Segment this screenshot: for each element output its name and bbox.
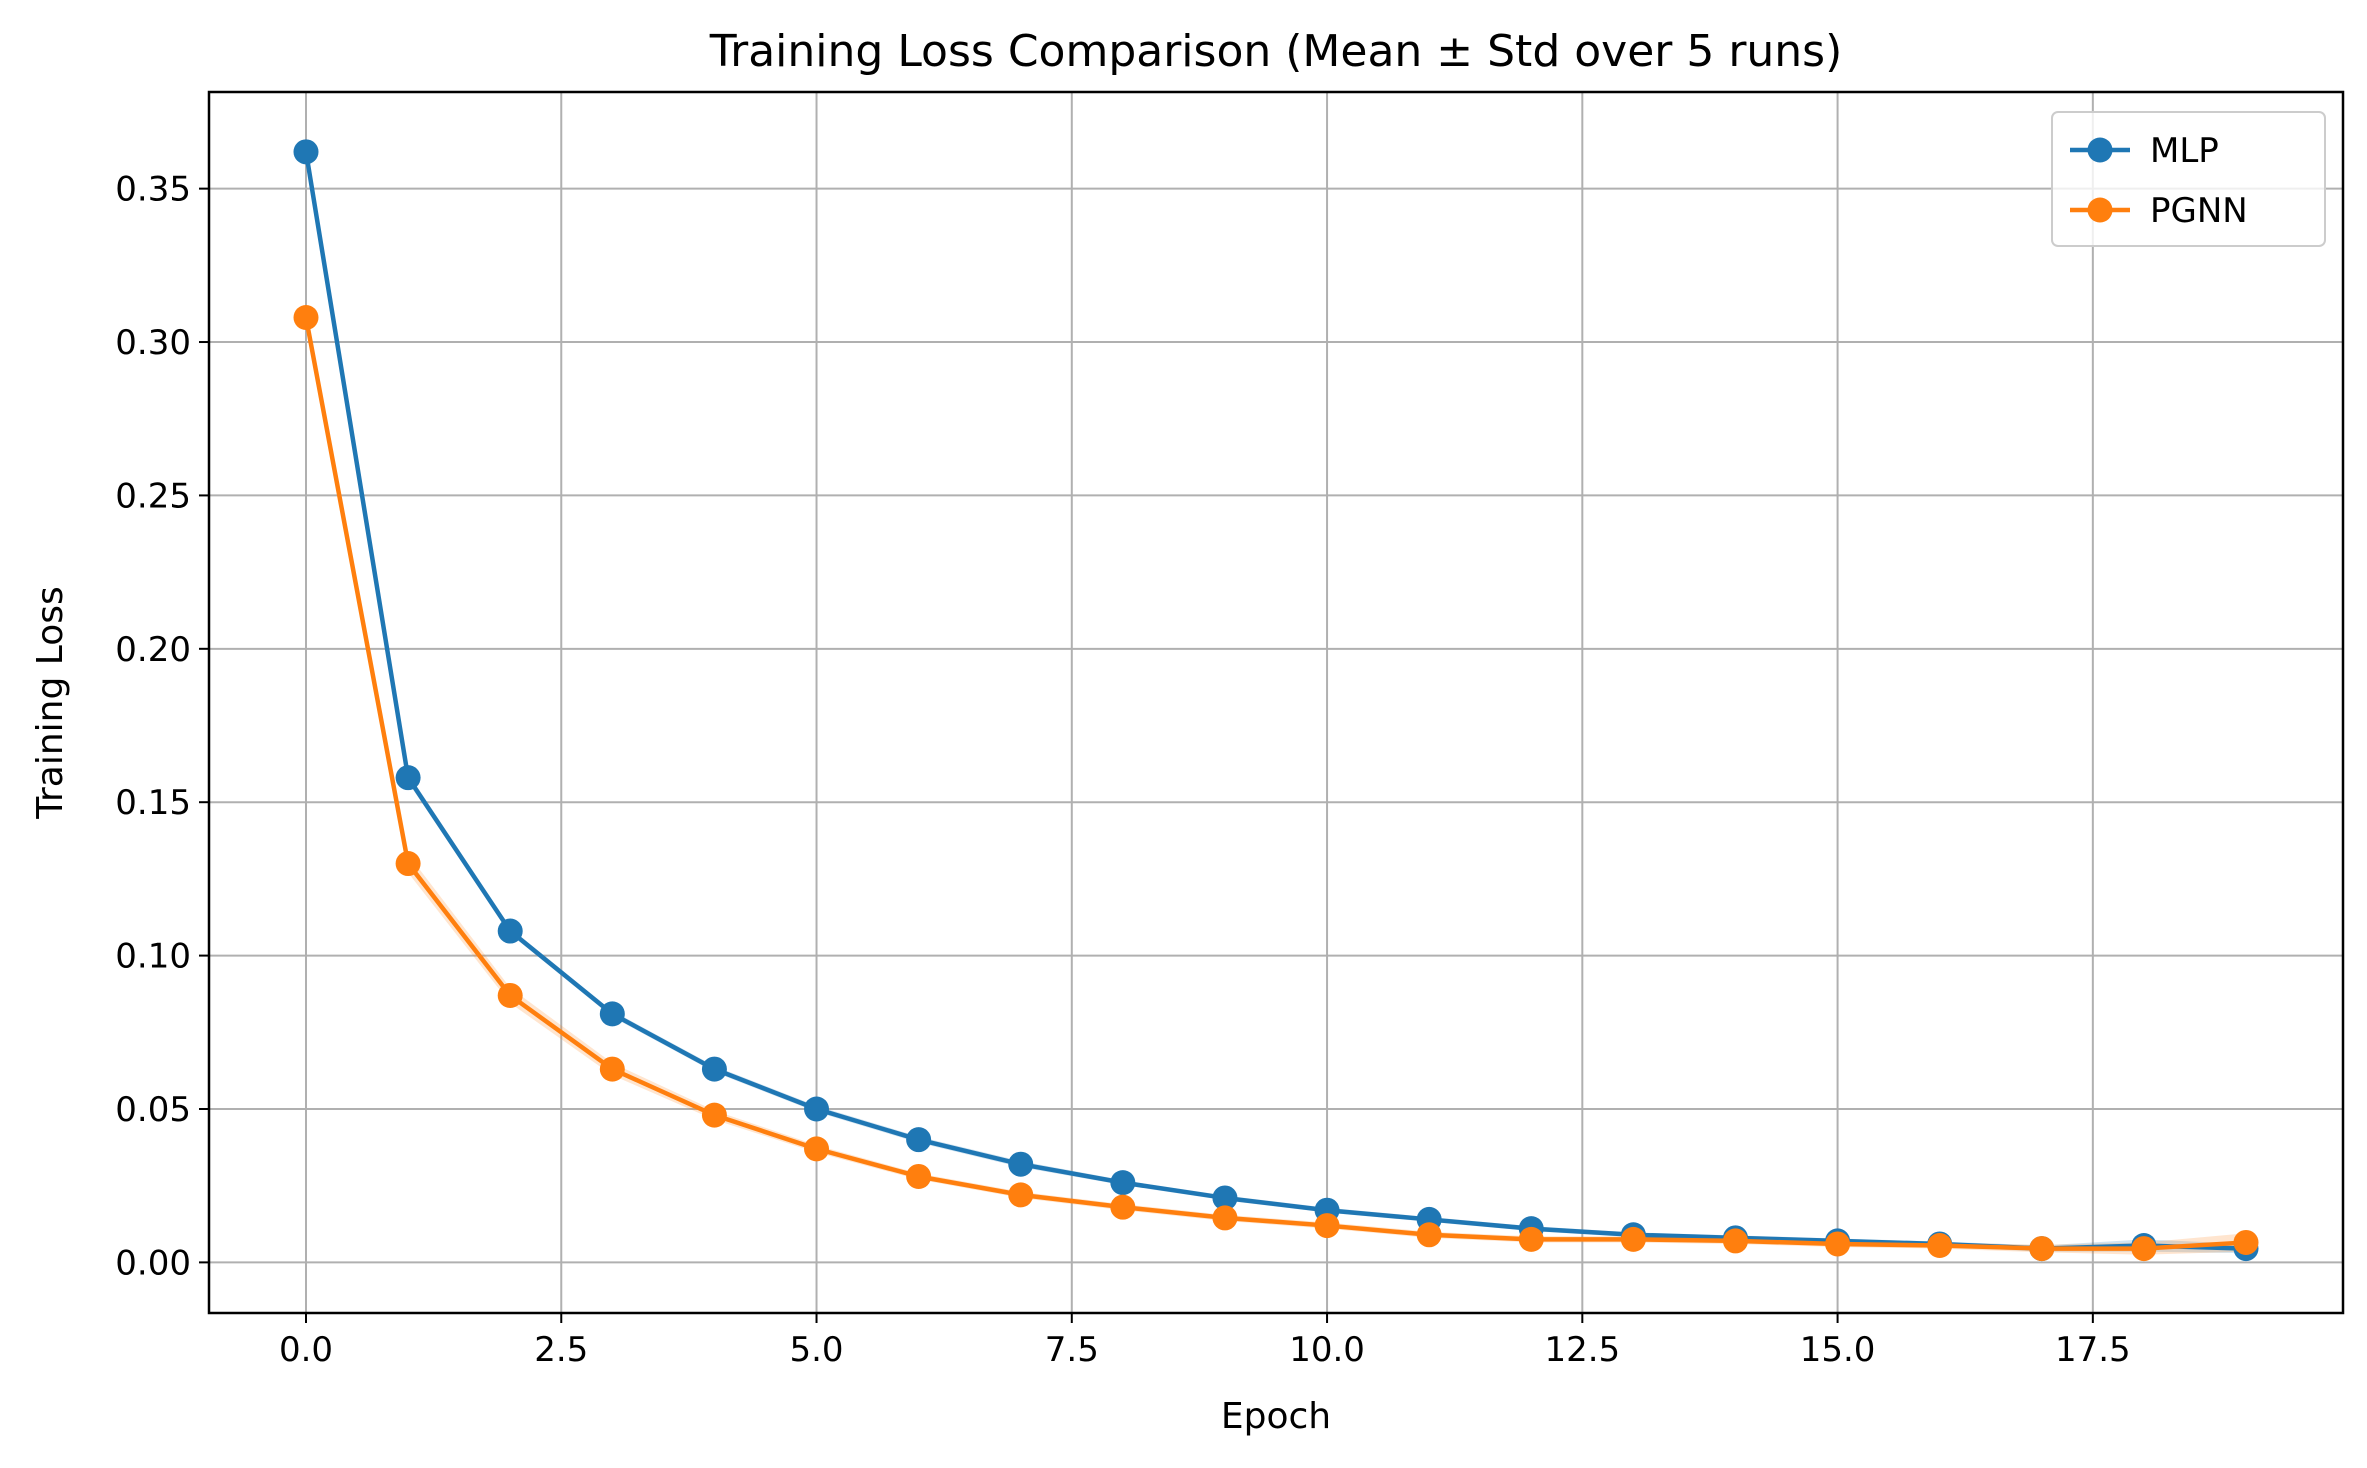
legend-mlp-label: MLP	[2150, 131, 2219, 171]
pgnn-point	[293, 304, 319, 330]
x-tick-label: 5.0	[789, 1330, 843, 1370]
pgnn-point	[1416, 1222, 1442, 1248]
pgnn-point	[395, 851, 421, 877]
grid	[209, 92, 2343, 1313]
pgnn-point	[804, 1136, 830, 1162]
y-axis-label: Training Loss	[30, 586, 71, 819]
y-tick-label: 0.15	[115, 783, 191, 823]
x-tick-label: 7.5	[1045, 1330, 1099, 1370]
x-tick-label: 17.5	[2055, 1330, 2131, 1370]
pgnn-point	[1110, 1194, 1136, 1220]
mlp-point	[1008, 1151, 1034, 1177]
y-tick-label: 0.10	[115, 937, 191, 977]
y-tick-label: 0.30	[115, 323, 191, 363]
plot-frame	[207, 90, 2345, 1315]
pgnn-point	[2233, 1229, 2259, 1255]
mlp-point	[599, 1001, 625, 1027]
y-tick-label: 0.35	[115, 170, 191, 210]
series-lines	[293, 139, 2259, 1262]
pgnn-point	[1620, 1226, 1646, 1252]
pgnn-point	[1008, 1182, 1034, 1208]
y-axis-ticks: 0.00 0.05 0.10 0.15 0.20 0.25 0.30 0.35	[115, 170, 209, 1283]
pgnn-point	[1825, 1231, 1851, 1257]
x-tick-label: 0.0	[279, 1330, 333, 1370]
pgnn-point	[497, 982, 523, 1008]
mlp-point	[804, 1096, 830, 1122]
pgnn-point	[1518, 1226, 1544, 1252]
x-axis-label: Epoch	[1221, 1396, 1331, 1437]
pgnn-point	[2029, 1236, 2055, 1262]
pgnn-point	[1927, 1233, 1953, 1259]
legend-pgnn-label: PGNN	[2150, 191, 2248, 231]
x-axis-ticks: 0.0 2.5 5.0 7.5 10.0 12.5 15.0 17.5	[279, 1313, 2131, 1370]
pgnn-point	[1314, 1213, 1340, 1239]
mlp-point	[906, 1127, 932, 1153]
mlp-point	[1110, 1170, 1136, 1196]
pgnn-point	[1722, 1228, 1748, 1254]
mlp-point	[1212, 1185, 1238, 1211]
legend-mlp-marker	[2087, 137, 2113, 163]
mlp-point	[497, 918, 523, 944]
y-tick-label: 0.20	[115, 630, 191, 670]
legend: MLP PGNN	[2051, 111, 2326, 247]
pgnn-point	[906, 1163, 932, 1189]
pgnn-line	[303, 317, 2247, 1251]
x-tick-label: 15.0	[1800, 1330, 1876, 1370]
pgnn-point	[599, 1056, 625, 1082]
pgnn-point	[701, 1102, 727, 1128]
legend-box	[2051, 111, 2326, 247]
pgnn-point	[2131, 1236, 2157, 1262]
mlp-point	[395, 765, 421, 791]
chart-title: Training Loss Comparison (Mean ± Std ove…	[709, 26, 1843, 77]
mlp-point	[701, 1056, 727, 1082]
legend-pgnn-marker	[2087, 197, 2113, 223]
y-tick-label: 0.00	[115, 1243, 191, 1283]
mlp-point	[293, 139, 319, 165]
plot-area	[209, 92, 2343, 1313]
x-tick-label: 12.5	[1544, 1330, 1620, 1370]
y-tick-label: 0.25	[115, 476, 191, 516]
x-tick-label: 2.5	[534, 1330, 588, 1370]
y-tick-label: 0.05	[115, 1090, 191, 1130]
pgnn-point	[1212, 1205, 1238, 1231]
x-tick-label: 10.0	[1289, 1330, 1365, 1370]
